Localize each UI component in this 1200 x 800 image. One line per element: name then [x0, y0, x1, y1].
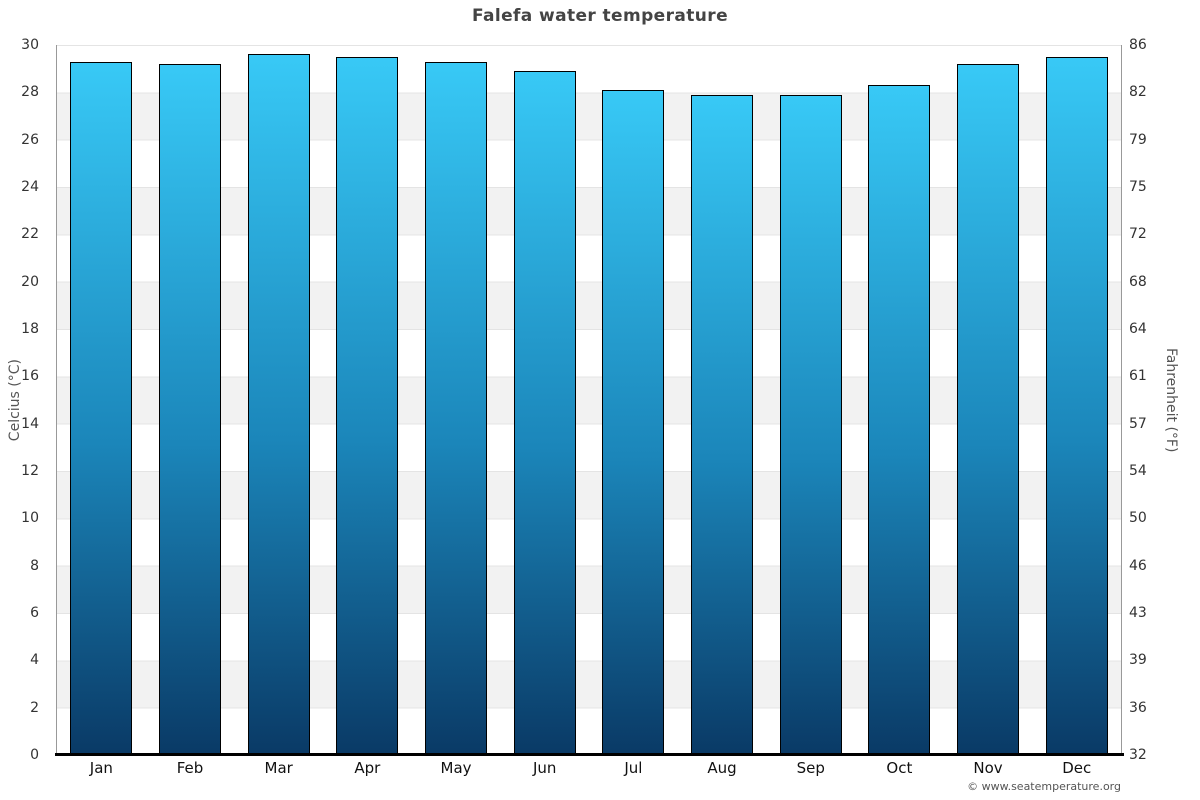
bar-dec [1045, 56, 1108, 755]
fahrenheit-tick-39: 39 [1129, 652, 1147, 669]
fahrenheit-tick-50: 50 [1129, 510, 1147, 527]
celsius-tick-28: 28 [21, 84, 39, 101]
fahrenheit-tick-54: 54 [1129, 463, 1147, 479]
fahrenheit-tick-82: 82 [1129, 84, 1147, 101]
month-label-may: May [440, 759, 472, 777]
fahrenheit-tick-46: 46 [1129, 557, 1147, 574]
month-label-jan: Jan [89, 759, 113, 777]
bar-nov [957, 63, 1020, 755]
month-labels: Jan Feb Mar Apr May Jun Jul Aug Sep Oct Nov Dec [57, 759, 1121, 777]
right-axis-line [1121, 45, 1122, 755]
bar-feb [158, 63, 222, 755]
fahrenheit-tick-labels: 32 36 39 43 46 50 54 57 61 64 68 72 75 79 82 86 [1129, 38, 1175, 762]
fahrenheit-tick-68: 68 [1129, 273, 1147, 290]
celsius-tick-2: 2 [30, 699, 39, 716]
fahrenheit-tick-32: 32 [1129, 747, 1147, 763]
celsius-tick-26: 26 [21, 131, 39, 148]
bar-slot-jan [57, 45, 146, 755]
bar-slot-nov [944, 45, 1033, 755]
bar-jan [70, 61, 133, 755]
celsius-tick-22: 22 [21, 226, 39, 243]
bar-sep [779, 94, 842, 755]
bar-aug [691, 94, 754, 755]
bar-slot-feb [146, 45, 235, 755]
celsius-tick-20: 20 [21, 273, 39, 290]
month-label-jun: Jun [532, 759, 557, 777]
x-axis-line [55, 753, 1124, 756]
bar-slot-oct [855, 45, 944, 755]
month-label-aug: Aug [707, 759, 737, 777]
celsius-tick-14: 14 [21, 415, 39, 432]
celsius-tick-16: 16 [21, 368, 39, 385]
celsius-tick-6: 6 [30, 605, 39, 621]
fahrenheit-tick-43: 43 [1129, 605, 1147, 621]
bar-jul [602, 89, 665, 755]
bar-slot-sep [766, 45, 855, 755]
bar-slot-apr [323, 45, 412, 755]
month-label-feb: Feb [176, 759, 204, 777]
fahrenheit-tick-61: 61 [1129, 368, 1147, 385]
left-axis-line [56, 45, 57, 755]
bar-slot-may [412, 45, 501, 755]
month-label-sep: Sep [796, 759, 825, 777]
month-label-apr: Apr [354, 759, 381, 777]
fahrenheit-tick-36: 36 [1129, 699, 1147, 716]
celsius-tick-labels: 0 2 4 6 8 10 12 14 16 18 20 22 24 26 28 30 [0, 38, 48, 762]
celsius-tick-0: 0 [30, 747, 39, 763]
celsius-tick-12: 12 [21, 463, 39, 479]
fahrenheit-axis-title: Fahrenheit (°F) [1163, 347, 1179, 453]
bar-slot-mar [234, 45, 323, 755]
bar-oct [868, 85, 931, 755]
bars [57, 45, 1121, 755]
plot-area [57, 45, 1121, 755]
month-label-mar: Mar [264, 759, 293, 777]
copyright-notice: © www.seatemperature.org [967, 780, 1121, 793]
fahrenheit-tick-64: 64 [1129, 321, 1147, 337]
chart-title: Falefa water temperature [471, 6, 729, 26]
celsius-tick-18: 18 [21, 321, 39, 337]
fahrenheit-tick-86: 86 [1129, 37, 1147, 53]
bar-slot-dec [1032, 45, 1121, 755]
month-label-dec: Dec [1062, 759, 1092, 777]
fahrenheit-tick-72: 72 [1129, 226, 1147, 243]
bar-may [424, 61, 488, 755]
celsius-tick-8: 8 [30, 557, 39, 574]
bar-slot-jun [500, 45, 589, 755]
celsius-tick-4: 4 [30, 652, 39, 669]
celsius-tick-24: 24 [21, 179, 39, 195]
bar-jun [513, 71, 576, 755]
bar-slot-aug [678, 45, 767, 755]
right-axis-title-box: Fahrenheit (°F) [1160, 45, 1182, 755]
month-label-oct: Oct [886, 759, 913, 777]
bar-mar [247, 54, 310, 755]
month-label-nov: Nov [973, 759, 1003, 777]
bar-slot-jul [589, 45, 678, 755]
fahrenheit-tick-79: 79 [1129, 131, 1147, 148]
fahrenheit-tick-57: 57 [1129, 415, 1147, 432]
month-label-jul: Jul [624, 759, 643, 777]
bar-apr [336, 56, 399, 755]
fahrenheit-tick-75: 75 [1129, 179, 1147, 195]
celsius-tick-10: 10 [21, 510, 39, 527]
celsius-tick-30: 30 [21, 37, 39, 53]
